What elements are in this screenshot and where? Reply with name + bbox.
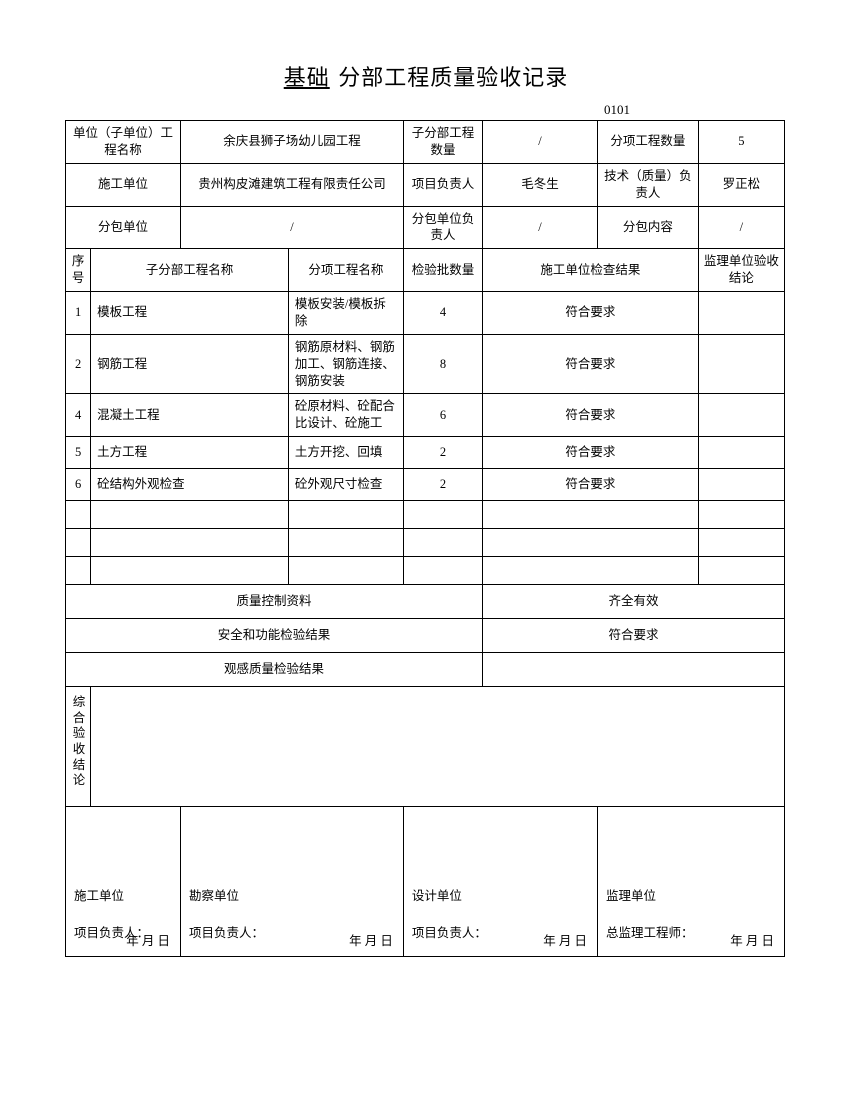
table-row: 5 土方工程 土方开挖、回填 2 符合要求 bbox=[66, 437, 785, 469]
cell-seq: 1 bbox=[66, 292, 91, 335]
sig-date-4: 年 月 日 bbox=[730, 933, 774, 950]
value-sub-pm: / bbox=[482, 206, 597, 249]
col-sub-name: 子分部工程名称 bbox=[91, 249, 289, 292]
summary-qc-row: 质量控制资料 齐全有效 bbox=[66, 585, 785, 619]
col-seq: 序号 bbox=[66, 249, 91, 292]
cell-result: 符合要求 bbox=[482, 394, 698, 437]
cell-conclusion bbox=[698, 334, 784, 394]
document-number: 0101 bbox=[65, 102, 785, 118]
cell-seq: 2 bbox=[66, 334, 91, 394]
sig-supervisor: 监理单位 总监理工程师： 年 月 日 bbox=[598, 807, 785, 957]
label-pm: 项目负责人 bbox=[403, 163, 482, 206]
safety-value: 符合要求 bbox=[482, 619, 784, 653]
table-row: 4 混凝土工程 砼原材料、砼配合比设计、砼施工 6 符合要求 bbox=[66, 394, 785, 437]
value-unit-name: 余庆县狮子场幼儿园工程 bbox=[181, 121, 404, 164]
cell-conclusion bbox=[698, 394, 784, 437]
conclusion-label-cell: 综合验收结论 bbox=[66, 687, 91, 807]
cell-item: 模板安装/模板拆除 bbox=[288, 292, 403, 335]
table-row: 2 钢筋工程 钢筋原材料、钢筋加工、钢筋连接、钢筋安装 8 符合要求 bbox=[66, 334, 785, 394]
cell-result: 符合要求 bbox=[482, 469, 698, 501]
value-contractor: 贵州构皮滩建筑工程有限责任公司 bbox=[181, 163, 404, 206]
table-row: 6 砼结构外观检查 砼外观尺寸检查 2 符合要求 bbox=[66, 469, 785, 501]
cell-batch: 2 bbox=[403, 437, 482, 469]
main-table: 单位（子单位）工程名称 余庆县狮子场幼儿园工程 子分部工程数量 / 分项工程数量… bbox=[65, 120, 785, 957]
sig-date-2: 年 月 日 bbox=[349, 933, 393, 950]
document-title: 基础 分部工程质量验收记录 bbox=[65, 60, 785, 92]
header-row-2: 施工单位 贵州构皮滩建筑工程有限责任公司 项目负责人 毛冬生 技术（质量）负责人… bbox=[66, 163, 785, 206]
label-sub-count: 子分部工程数量 bbox=[403, 121, 482, 164]
header-row-3: 分包单位 / 分包单位负责人 / 分包内容 / bbox=[66, 206, 785, 249]
cell-sub: 模板工程 bbox=[91, 292, 289, 335]
table-row: 1 模板工程 模板安装/模板拆除 4 符合要求 bbox=[66, 292, 785, 335]
title-main: 分部工程质量验收记录 bbox=[332, 65, 569, 90]
title-prefix: 基础 bbox=[282, 65, 332, 90]
value-sub-count: / bbox=[482, 121, 597, 164]
col-conclusion: 监理单位验收结论 bbox=[698, 249, 784, 292]
label-unit-name: 单位（子单位）工程名称 bbox=[66, 121, 181, 164]
header-row-1: 单位（子单位）工程名称 余庆县狮子场幼儿园工程 子分部工程数量 / 分项工程数量… bbox=[66, 121, 785, 164]
cell-conclusion bbox=[698, 437, 784, 469]
cell-seq: 4 bbox=[66, 394, 91, 437]
cell-sub: 砼结构外观检查 bbox=[91, 469, 289, 501]
cell-conclusion bbox=[698, 469, 784, 501]
qc-value: 齐全有效 bbox=[482, 585, 784, 619]
value-sub-content: / bbox=[698, 206, 784, 249]
cell-result: 符合要求 bbox=[482, 292, 698, 335]
cell-batch: 6 bbox=[403, 394, 482, 437]
col-item-name: 分项工程名称 bbox=[288, 249, 403, 292]
empty-row bbox=[66, 557, 785, 585]
col-batch: 检验批数量 bbox=[403, 249, 482, 292]
value-subcontractor: / bbox=[181, 206, 404, 249]
sig-design: 设计单位 项目负责人： 年 月 日 bbox=[403, 807, 597, 957]
safety-label: 安全和功能检验结果 bbox=[66, 619, 483, 653]
sig-survey: 勘察单位 项目负责人： 年 月 日 bbox=[181, 807, 404, 957]
sig-unit-4: 监理单位 bbox=[606, 888, 776, 905]
sig-unit-1: 施工单位 bbox=[74, 888, 172, 905]
summary-safety-row: 安全和功能检验结果 符合要求 bbox=[66, 619, 785, 653]
conclusion-label: 综合验收结论 bbox=[71, 695, 87, 789]
value-item-count: 5 bbox=[698, 121, 784, 164]
cell-sub: 土方工程 bbox=[91, 437, 289, 469]
label-subcontractor: 分包单位 bbox=[66, 206, 181, 249]
sig-date-1: 年 月 日 bbox=[126, 933, 170, 950]
value-pm: 毛冬生 bbox=[482, 163, 597, 206]
label-tech: 技术（质量）负责人 bbox=[598, 163, 699, 206]
visual-label: 观感质量检验结果 bbox=[66, 653, 483, 687]
cell-sub: 钢筋工程 bbox=[91, 334, 289, 394]
cell-item: 砼外观尺寸检查 bbox=[288, 469, 403, 501]
cell-batch: 2 bbox=[403, 469, 482, 501]
cell-seq: 6 bbox=[66, 469, 91, 501]
cell-batch: 8 bbox=[403, 334, 482, 394]
summary-visual-row: 观感质量检验结果 bbox=[66, 653, 785, 687]
cell-item: 砼原材料、砼配合比设计、砼施工 bbox=[288, 394, 403, 437]
sig-contractor: 施工单位 项目负责人： 年 月 日 bbox=[66, 807, 181, 957]
visual-value bbox=[482, 653, 784, 687]
qc-label: 质量控制资料 bbox=[66, 585, 483, 619]
label-sub-content: 分包内容 bbox=[598, 206, 699, 249]
col-result: 施工单位检查结果 bbox=[482, 249, 698, 292]
empty-row bbox=[66, 501, 785, 529]
sig-date-3: 年 月 日 bbox=[543, 933, 587, 950]
value-tech: 罗正松 bbox=[698, 163, 784, 206]
cell-sub: 混凝土工程 bbox=[91, 394, 289, 437]
conclusion-content bbox=[91, 687, 785, 807]
cell-result: 符合要求 bbox=[482, 437, 698, 469]
cell-batch: 4 bbox=[403, 292, 482, 335]
sig-unit-2: 勘察单位 bbox=[189, 888, 395, 905]
cell-result: 符合要求 bbox=[482, 334, 698, 394]
column-header-row: 序号 子分部工程名称 分项工程名称 检验批数量 施工单位检查结果 监理单位验收结… bbox=[66, 249, 785, 292]
conclusion-row: 综合验收结论 bbox=[66, 687, 785, 807]
signature-row: 施工单位 项目负责人： 年 月 日 勘察单位 项目负责人： 年 月 日 设计单位… bbox=[66, 807, 785, 957]
label-sub-pm: 分包单位负责人 bbox=[403, 206, 482, 249]
label-contractor: 施工单位 bbox=[66, 163, 181, 206]
sig-unit-3: 设计单位 bbox=[412, 888, 589, 905]
cell-conclusion bbox=[698, 292, 784, 335]
cell-item: 钢筋原材料、钢筋加工、钢筋连接、钢筋安装 bbox=[288, 334, 403, 394]
empty-row bbox=[66, 529, 785, 557]
label-item-count: 分项工程数量 bbox=[598, 121, 699, 164]
cell-item: 土方开挖、回填 bbox=[288, 437, 403, 469]
cell-seq: 5 bbox=[66, 437, 91, 469]
